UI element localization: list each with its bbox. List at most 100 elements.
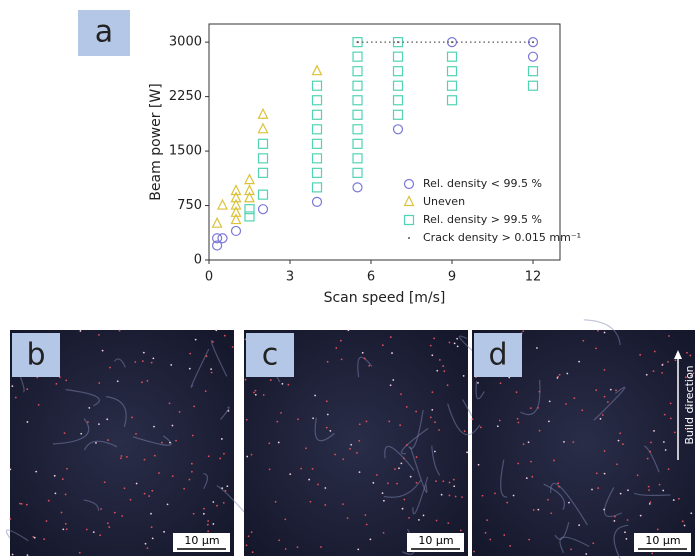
precipitate — [402, 457, 405, 460]
precipitate — [210, 371, 213, 374]
precipitate — [80, 432, 83, 435]
precipitate — [651, 552, 654, 555]
triangle-marker — [244, 173, 255, 185]
precipitate — [9, 517, 12, 520]
cell-boundary — [462, 399, 473, 417]
precipitate — [153, 454, 156, 457]
precipitate — [66, 467, 68, 470]
plot-frame — [208, 23, 561, 261]
precipitate — [408, 516, 410, 519]
square-marker — [257, 153, 269, 164]
cell-boundary — [65, 389, 100, 407]
precipitate — [231, 346, 234, 348]
x-tick-label: 6 — [367, 270, 375, 285]
precipitate — [672, 499, 675, 501]
precipitate — [603, 368, 606, 371]
precipitate — [653, 350, 656, 353]
precipitate — [603, 472, 606, 475]
precipitate — [547, 498, 549, 501]
precipitate — [335, 347, 338, 349]
precipitate — [361, 351, 364, 354]
precipitate — [150, 361, 153, 364]
precipitate — [203, 507, 205, 510]
precipitate — [26, 554, 29, 557]
precipitate — [613, 515, 616, 518]
cell-boundary — [447, 403, 481, 436]
precipitate — [673, 431, 676, 434]
precipitate — [471, 418, 474, 421]
y-tick-label: 3000 — [169, 35, 202, 50]
precipitate — [531, 475, 534, 478]
precipitate — [11, 385, 14, 388]
precipitate — [625, 537, 628, 540]
panel-label: c — [262, 338, 279, 373]
precipitate — [661, 371, 664, 374]
precipitate — [652, 370, 655, 373]
precipitate — [448, 481, 451, 484]
square-marker — [352, 51, 363, 62]
precipitate — [456, 345, 459, 348]
precipitate — [358, 471, 361, 474]
precipitate — [158, 472, 160, 474]
precipitate — [346, 517, 349, 520]
triangle-marker — [230, 205, 242, 217]
precipitate — [477, 382, 479, 384]
precipitate — [431, 354, 434, 357]
y-tick-label: 2250 — [169, 89, 202, 104]
precipitate — [530, 460, 532, 463]
precipitate — [489, 538, 492, 541]
triangle-marker — [230, 198, 242, 210]
precipitate — [169, 441, 171, 444]
precipitate — [400, 462, 403, 465]
precipitate — [101, 349, 104, 352]
triangle-marker — [217, 198, 228, 210]
precipitate — [517, 421, 520, 424]
precipitate — [603, 450, 606, 452]
precipitate — [207, 530, 210, 533]
precipitate — [246, 455, 249, 458]
precipitate — [603, 395, 606, 398]
precipitate — [453, 485, 456, 488]
precipitate — [152, 357, 155, 360]
precipitate — [498, 419, 501, 422]
cell-boundary — [383, 479, 422, 498]
precipitate — [268, 468, 271, 471]
precipitate — [550, 512, 553, 515]
precipitate — [447, 522, 450, 525]
precipitate — [578, 360, 581, 363]
precipitate — [342, 503, 344, 506]
square-marker — [446, 51, 458, 62]
square-marker — [527, 80, 539, 91]
precipitate — [434, 421, 436, 424]
precipitate — [431, 391, 434, 394]
circle-marker — [527, 51, 539, 62]
triangle-marker — [257, 107, 269, 119]
precipitate — [443, 370, 446, 373]
legend-label: Crack density > 0.015 mm⁻¹ — [423, 231, 581, 244]
precipitate — [667, 360, 669, 363]
y-tick-label: 750 — [177, 198, 202, 213]
precipitate — [389, 336, 392, 338]
precipitate — [300, 467, 303, 470]
precipitate — [190, 462, 193, 465]
precipitate — [578, 524, 581, 527]
precipitate — [161, 441, 163, 444]
precipitate — [365, 523, 368, 526]
precipitate — [636, 474, 639, 477]
square-marker — [311, 182, 323, 193]
precipitate — [436, 369, 439, 372]
precipitate — [125, 456, 128, 458]
precipitate — [662, 489, 665, 492]
precipitate — [339, 339, 342, 342]
precipitate — [178, 411, 181, 413]
dot-marker — [408, 237, 410, 239]
precipitate — [595, 472, 598, 475]
precipitate — [558, 373, 561, 376]
panel-label-box — [474, 333, 522, 377]
precipitate — [375, 474, 378, 476]
cell-boundary — [203, 472, 209, 489]
precipitate — [45, 520, 48, 522]
precipitate — [646, 457, 649, 460]
precipitate — [558, 485, 560, 488]
precipitate — [431, 408, 434, 411]
